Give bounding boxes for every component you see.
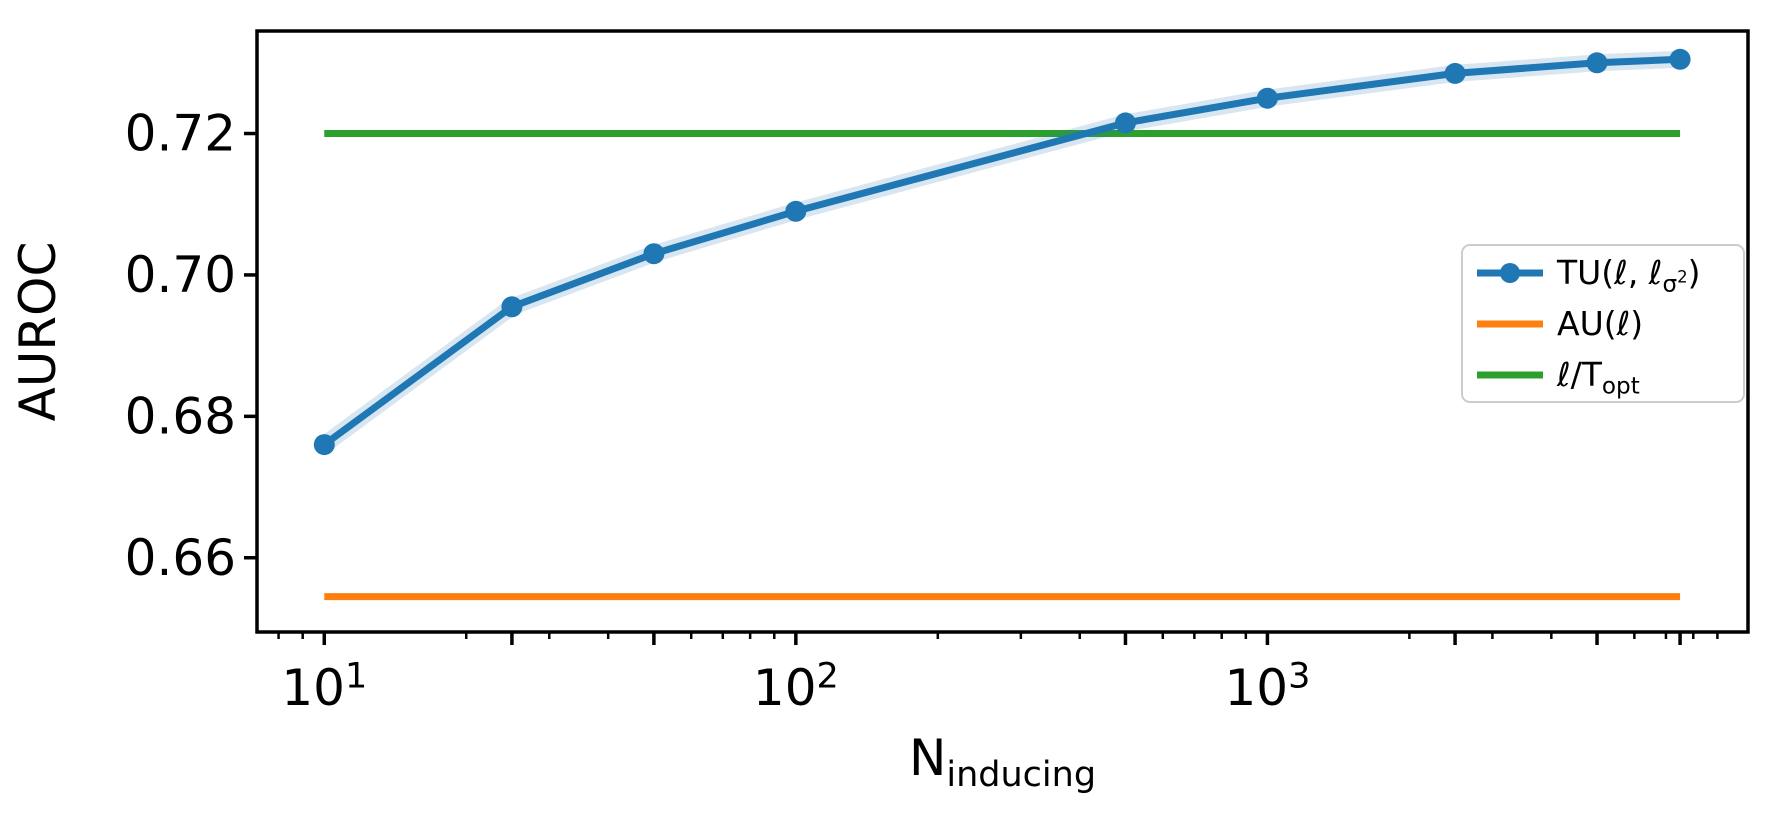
legend-box	[1461, 244, 1745, 403]
data-point-marker	[785, 200, 807, 222]
x-tick-label: 102	[753, 657, 839, 718]
data-point-marker	[1256, 87, 1278, 109]
plot-border	[255, 29, 1750, 634]
data-point-marker	[313, 434, 335, 456]
x-axis-label: Ninducing	[909, 729, 1096, 795]
data-point-marker	[1669, 48, 1691, 70]
y-tick-label: 0.72	[125, 105, 236, 163]
y-tick-label: 0.68	[125, 387, 236, 445]
data-point-marker	[643, 243, 665, 265]
data-point-marker	[1115, 112, 1136, 134]
y-tick-label: 0.66	[125, 529, 236, 587]
y-axis-label: AUROC	[9, 242, 67, 422]
x-tick-label: 103	[1224, 657, 1310, 718]
legend-entry-label: AU(ℓ)	[1557, 304, 1643, 343]
legend-entry-label: TU(ℓ, ℓσ2)	[1556, 253, 1700, 297]
y-tick-label: 0.70	[125, 246, 236, 304]
data-point-marker	[1586, 52, 1608, 74]
legend-marker-icon	[1500, 263, 1520, 283]
legend-entry-label: ℓ/Topt	[1556, 355, 1640, 399]
data-point-marker	[501, 296, 523, 318]
x-tick-label: 101	[281, 657, 367, 718]
data-point-marker	[1444, 62, 1466, 84]
